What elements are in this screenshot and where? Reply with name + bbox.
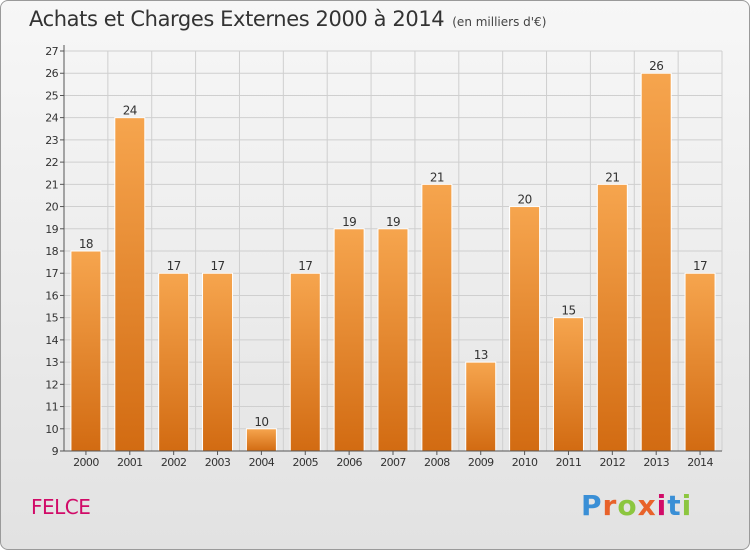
y-tick-label: 12 (45, 378, 58, 391)
bar-2005 (289, 272, 321, 452)
x-tick-label: 2007 (380, 456, 406, 469)
data-label: 17 (298, 259, 312, 273)
y-tick-label: 19 (45, 223, 58, 236)
bar-2007 (377, 228, 409, 452)
data-label: 21 (430, 170, 444, 184)
x-tick-label: 2004 (249, 456, 275, 469)
x-tick-label: 2006 (336, 456, 362, 469)
x-tick-label: 2005 (292, 456, 318, 469)
y-tick-label: 17 (45, 267, 58, 280)
data-label: 24 (123, 104, 137, 118)
logo-letter: x (637, 489, 657, 522)
x-tick-label: 2003 (205, 456, 231, 469)
bars: 18 24 17 17 10 17 19 19 21 13 20 15 21 26 17 (70, 59, 716, 452)
x-tick-label: 2008 (424, 456, 450, 469)
x-tick-label: 2014 (687, 456, 713, 469)
data-label: 20 (518, 193, 532, 207)
bar-2003 (202, 272, 234, 452)
y-tick-label: 9 (52, 445, 59, 458)
y-tick-label: 22 (45, 156, 58, 169)
y-tick-label: 21 (45, 178, 58, 191)
logo-letter: t (667, 489, 682, 522)
y-tick-label: 25 (45, 89, 58, 102)
logo-letter: i (681, 489, 693, 522)
chart-title: Achats et Charges Externes 2000 à 2014 (29, 7, 445, 31)
data-label: 17 (693, 259, 707, 273)
data-label: 17 (210, 259, 224, 273)
x-tick-label: 2012 (600, 456, 626, 469)
bar-2008 (421, 183, 453, 452)
x-tick-label: 2010 (512, 456, 538, 469)
data-label: 17 (167, 259, 181, 273)
proxiti-logo[interactable]: Proxiti (581, 489, 692, 522)
data-label: 21 (605, 170, 619, 184)
y-tick-label: 18 (45, 245, 58, 258)
data-label: 19 (386, 215, 400, 229)
bar-2002 (158, 272, 190, 452)
y-tick-label: 13 (45, 356, 58, 369)
bar-2001 (114, 117, 146, 452)
y-tick-label: 23 (45, 134, 58, 147)
y-tick-label: 11 (45, 401, 58, 414)
x-tick-label: 2009 (468, 456, 494, 469)
logo-letter: i (656, 489, 668, 522)
y-tick-label: 27 (45, 45, 58, 58)
logo-letter: o (617, 489, 638, 522)
y-tick-label: 20 (45, 201, 58, 214)
bar-2012 (596, 183, 628, 452)
data-label: 19 (342, 215, 356, 229)
bar-2010 (509, 206, 541, 452)
x-tick-label: 2013 (643, 456, 669, 469)
x-tick-label: 2011 (556, 456, 582, 469)
y-tick-label: 10 (45, 423, 58, 436)
data-label: 13 (474, 348, 488, 362)
chart-subtitle: (en milliers d'€) (452, 15, 547, 29)
data-label: 10 (254, 415, 268, 429)
logo-letter: r (602, 489, 618, 522)
data-label: 18 (79, 237, 93, 251)
bar-2006 (333, 228, 365, 452)
bar-2009 (465, 361, 497, 452)
y-axis: 9 10 11 12 13 14 15 16 17 18 19 20 21 22 23 24 25 26 27 (45, 45, 65, 458)
y-tick-label: 14 (45, 334, 58, 347)
bar-2013 (640, 72, 672, 452)
logo-letter: P (581, 489, 603, 522)
x-axis: 2000 2001 2002 2003 2004 2005 2006 2007 2008 2009… (64, 450, 722, 469)
y-tick-label: 24 (45, 112, 58, 125)
y-tick-label: 15 (45, 312, 58, 325)
bar-2004 (245, 428, 277, 452)
bar-2014 (684, 272, 716, 452)
title-row: Achats et Charges Externes 2000 à 2014 (e… (29, 7, 546, 31)
x-tick-label: 2001 (117, 456, 143, 469)
y-tick-label: 16 (45, 289, 58, 302)
bar-2011 (552, 317, 584, 452)
commune-name: FELCE (31, 495, 91, 519)
data-label: 26 (649, 59, 663, 73)
x-tick-label: 2000 (73, 456, 99, 469)
bar-2000 (70, 250, 102, 452)
y-tick-label: 26 (45, 67, 58, 80)
x-tick-label: 2002 (161, 456, 187, 469)
data-label: 15 (561, 304, 575, 318)
